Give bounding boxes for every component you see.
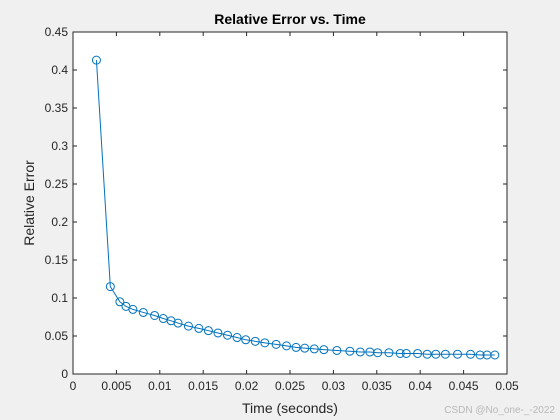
- y-tick-label: 0.15: [45, 253, 69, 267]
- x-tick-label: 0.005: [101, 379, 131, 393]
- y-tick-label: 0: [61, 367, 68, 381]
- data-point: [453, 349, 463, 359]
- x-tick-label: 0.01: [148, 379, 172, 393]
- data-point: [260, 338, 270, 348]
- data-point: [223, 330, 233, 340]
- x-tick-label: 0.04: [409, 379, 433, 393]
- x-axis-label: Time (seconds): [242, 400, 338, 416]
- y-tick-label: 0.4: [51, 63, 68, 77]
- data-point: [300, 343, 310, 353]
- data-point: [183, 321, 193, 331]
- series-layer: [91, 55, 500, 360]
- data-point: [271, 339, 281, 349]
- data-point: [413, 348, 423, 358]
- y-tick-label: 0.1: [51, 291, 68, 305]
- data-point: [309, 344, 319, 354]
- data-point: [213, 328, 223, 338]
- data-point: [466, 349, 476, 359]
- y-tick-label: 0.2: [51, 215, 68, 229]
- series-line: [95, 60, 495, 356]
- data-point: [115, 297, 125, 307]
- x-tick-label: 0.045: [449, 379, 479, 393]
- data-point: [332, 345, 342, 355]
- data-point: [291, 342, 301, 352]
- watermark-text: CSDN @No_one-_-2022: [444, 405, 555, 416]
- x-tick-label: 0.03: [322, 379, 346, 393]
- y-tick-label: 0.05: [45, 329, 69, 343]
- data-point: [395, 348, 405, 358]
- data-point: [138, 307, 148, 317]
- axes-layer: 0 0.005 0.01 0.015 0.02 0.025 0.03 0.035 0.04 0.0…: [45, 25, 519, 393]
- data-point: [490, 350, 500, 360]
- data-point: [475, 350, 485, 360]
- chart-title: Relative Error vs. Time: [214, 11, 366, 27]
- data-point: [203, 326, 213, 336]
- x-tick-label: 0.02: [235, 379, 259, 393]
- y-axis-label: Relative Error: [21, 160, 37, 246]
- y-tick-label: 0.45: [45, 25, 69, 39]
- data-point: [355, 347, 365, 357]
- plot-area: [73, 32, 507, 374]
- y-tick-label: 0.3: [51, 139, 68, 153]
- y-tick-label: 0.35: [45, 101, 69, 115]
- data-point: [173, 318, 183, 328]
- data-point: [373, 348, 383, 358]
- data-point: [345, 346, 355, 356]
- x-tick-label: 0.015: [188, 379, 218, 393]
- data-point: [422, 349, 432, 359]
- data-point: [241, 335, 251, 345]
- x-tick-label: 0.035: [362, 379, 392, 393]
- y-tick-label: 0.25: [45, 177, 69, 191]
- x-tick-label: 0.05: [495, 379, 519, 393]
- data-point: [194, 323, 204, 333]
- data-point: [232, 333, 242, 343]
- data-point: [91, 55, 101, 65]
- data-point: [401, 348, 411, 358]
- data-point: [282, 341, 292, 351]
- data-point: [128, 304, 138, 314]
- data-point: [319, 345, 329, 355]
- data-point: [250, 336, 260, 346]
- x-tick-label: 0: [70, 379, 77, 393]
- data-point: [150, 310, 160, 320]
- data-point: [440, 349, 450, 359]
- x-tick-label: 0.025: [275, 379, 305, 393]
- data-point: [384, 348, 394, 358]
- data-point: [105, 282, 115, 292]
- data-point: [431, 349, 441, 359]
